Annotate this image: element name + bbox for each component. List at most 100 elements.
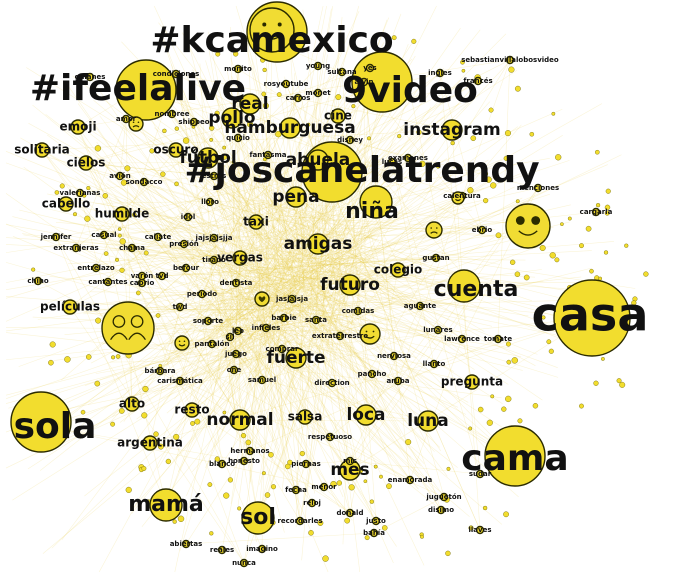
graph-edge: [239, 173, 521, 292]
graph-edge: [257, 320, 277, 414]
node-label: galanes: [75, 73, 106, 81]
graph-edge: [325, 251, 388, 412]
graph-node: [325, 432, 335, 442]
graph-node: [233, 64, 243, 74]
graph-edge: [5, 193, 251, 367]
node-label: periodo: [187, 290, 217, 298]
graph-edge: [183, 243, 263, 381]
graph-edge: [278, 5, 324, 216]
graph-edge: [296, 244, 374, 292]
node-label: disimo: [428, 506, 454, 514]
graph-edge: [275, 323, 458, 468]
graph-edge: [136, 319, 304, 338]
graph-edge: [149, 306, 181, 444]
graph-edge: [148, 265, 310, 377]
graph-edge: [327, 228, 371, 313]
graph-edge: [497, 59, 511, 340]
node-label: cine: [324, 109, 352, 123]
graph-node: [505, 55, 515, 65]
graph-edge: [309, 235, 564, 300]
graph-edge: [103, 234, 283, 350]
graph-edge: [161, 257, 437, 277]
graph-edge: [260, 250, 592, 269]
graph-edge: [371, 211, 421, 307]
graph-edge: [217, 111, 261, 284]
graph-edge: [169, 240, 265, 307]
graph-node: [257, 375, 267, 385]
graph-edge: [349, 139, 409, 159]
graph-edge: [175, 73, 259, 519]
graph-node: [293, 93, 303, 103]
graph-edge: [237, 91, 411, 332]
graph-edge: [103, 211, 373, 236]
graph-node-dot: [214, 456, 220, 462]
node-label: reloj: [303, 499, 321, 507]
graph-edge: [147, 290, 242, 426]
graph-node-dot: [366, 136, 371, 141]
graph-edge: [270, 250, 404, 413]
graph-edge: [181, 32, 332, 326]
graph-edge: [239, 277, 323, 388]
graph-edge: [281, 205, 457, 309]
graph-node-dot: [153, 431, 159, 437]
graph-edge: [239, 41, 273, 259]
graph-node: [263, 150, 273, 160]
graph-edge: [103, 149, 177, 236]
graph-edge: [81, 127, 302, 297]
node-label: jasjajsja: [275, 295, 308, 303]
node-label: blanco: [209, 460, 235, 468]
graph-edge: [226, 250, 319, 292]
graph-node: [415, 301, 425, 311]
graph-edge: [77, 126, 245, 564]
graph-edge: [237, 329, 439, 332]
node-label: hermanos: [230, 447, 269, 455]
graph-edge: [214, 238, 286, 349]
graph-edge: [251, 58, 288, 236]
node-label: cargarla: [580, 208, 613, 216]
graph-node: [307, 149, 329, 171]
graph-node: [307, 498, 317, 508]
graph-node-dot: [411, 38, 417, 44]
graph-edge: [159, 370, 445, 498]
graph-edge: [47, 193, 308, 243]
graph-node: [229, 409, 251, 431]
graph-edge: [192, 69, 279, 259]
graph-edge: [230, 27, 235, 272]
graph-edge: [337, 235, 498, 332]
graph-node-dot: [624, 243, 629, 248]
graph-edge: [289, 5, 334, 277]
graph-node-dot: [514, 85, 521, 92]
node-label: caliate: [145, 233, 172, 241]
graph-edge: [69, 216, 189, 308]
graph-edge: [179, 154, 269, 382]
graph-edge: [305, 65, 319, 465]
sad-face-icon: [128, 116, 144, 132]
graph-node-dot: [595, 203, 601, 208]
node-label: sola: [14, 406, 97, 447]
graph-node: [387, 157, 397, 167]
graph-node-dot: [511, 357, 518, 364]
graph-node: [168, 142, 184, 158]
graph-node-dot: [616, 378, 622, 384]
graph-node-dot: [215, 51, 221, 57]
graph-edge: [85, 162, 193, 411]
graph-node-dot: [64, 356, 71, 363]
graph-node-dot: [80, 409, 86, 415]
graph-node: [369, 528, 379, 538]
graph-edge: [54, 427, 325, 488]
graph-node: [207, 339, 217, 349]
graph-edge: [41, 149, 516, 461]
graph-edge: [254, 175, 295, 238]
graph-edge: [301, 270, 398, 431]
graph-edge: [257, 211, 373, 519]
graph-edge: [313, 317, 519, 498]
graph-node: [231, 278, 241, 288]
graph-edge: [309, 276, 326, 427]
graph-node: [335, 331, 345, 341]
graph-node-dot: [554, 257, 560, 263]
graph-node: [339, 274, 361, 296]
graph-node-dot: [643, 271, 649, 277]
graph-edge: [175, 292, 320, 459]
graph-node-dot: [209, 137, 214, 142]
node-label: piernas: [291, 460, 320, 468]
